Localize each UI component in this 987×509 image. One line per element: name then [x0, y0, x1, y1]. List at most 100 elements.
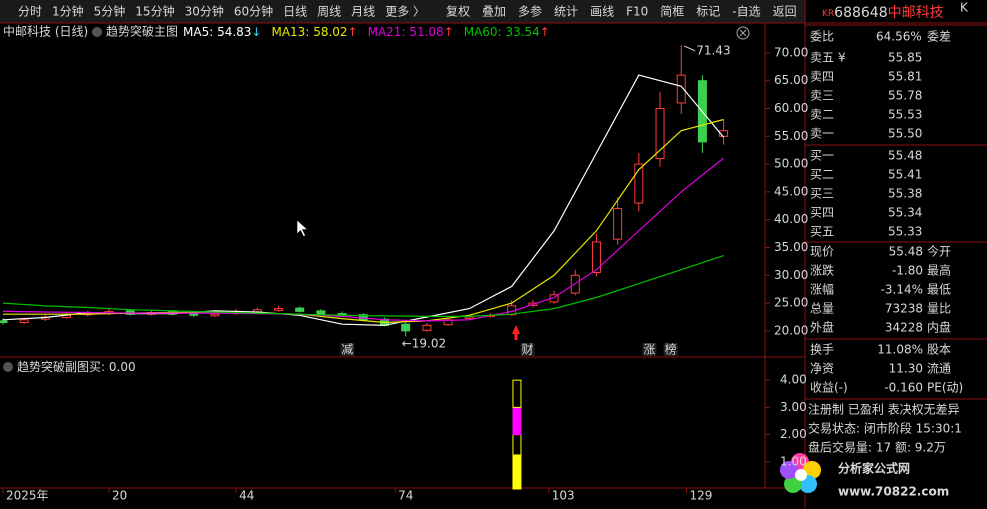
- stat-value: 34228: [885, 321, 923, 335]
- stat-label2: 最高: [927, 263, 951, 278]
- ratio-label: 委比: [810, 30, 834, 44]
- legend-arrow: ↓: [251, 25, 261, 39]
- toolbar-button[interactable]: F10: [626, 5, 648, 19]
- low-value: 19.02: [412, 336, 446, 350]
- stat-label: 收益(-): [810, 381, 848, 395]
- toolbar-button[interactable]: 复权: [446, 5, 470, 19]
- menu-icon: [3, 362, 13, 372]
- stat-label: 外盘: [810, 320, 834, 335]
- toolbar-button[interactable]: 多参: [518, 4, 542, 19]
- candle-body: [655, 108, 665, 160]
- low-arrow: ←: [402, 336, 412, 350]
- legend-sep: :: [209, 25, 217, 39]
- toolbar-button[interactable]: 日线: [283, 5, 307, 19]
- toolbar-button[interactable]: 更多 〉: [385, 5, 425, 19]
- toolbar-button[interactable]: 周线: [317, 5, 341, 19]
- legend-arrow: ↑: [444, 25, 454, 39]
- toolbar-button[interactable]: -自选: [732, 5, 760, 19]
- book-price: 55.78: [888, 89, 922, 103]
- event-badge: [642, 343, 657, 356]
- chart-subtitle: 趋势突破主图: [106, 24, 178, 39]
- event-badge: [663, 343, 678, 356]
- book-label: 卖二: [810, 108, 834, 122]
- book-label: 买四: [810, 206, 834, 220]
- ma-line: [2, 157, 724, 322]
- legend-entry: MA21: 51.08↑: [368, 25, 454, 39]
- event-badge: [520, 343, 535, 356]
- legend-sep: :: [305, 25, 313, 39]
- stat-label2: 量比: [927, 302, 951, 316]
- toolbar-button[interactable]: 画线: [590, 5, 614, 19]
- subchart-title: 趋势突破副图买: 0.00: [17, 359, 136, 374]
- buy-signal-arrow: [512, 325, 520, 340]
- toolbar-button[interactable]: 统计: [554, 5, 578, 19]
- ma-line: [2, 255, 724, 317]
- legend-sep: :: [401, 25, 409, 39]
- close-icon: [739, 29, 747, 37]
- toolbar-button[interactable]: 叠加: [482, 5, 506, 19]
- toolbar-button[interactable]: 5分钟: [94, 4, 126, 19]
- toolbar-button[interactable]: 分时: [18, 5, 42, 19]
- x-tick-label: 20: [112, 489, 127, 503]
- note: 注册制 已盈利 表决权无差异: [808, 402, 960, 417]
- stat-label2: 股本: [927, 343, 951, 357]
- stat-label: 总量: [810, 302, 834, 316]
- candle-body: [422, 324, 432, 331]
- toolbar-button[interactable]: 返回: [773, 5, 797, 19]
- toolbar-button[interactable]: 1分钟: [52, 4, 84, 19]
- code: 688648: [834, 5, 887, 21]
- stat-label2: 流通: [927, 362, 951, 376]
- y-tick-label: 60.00: [774, 101, 808, 115]
- x-tick-label: 44: [239, 489, 254, 503]
- stat-label: 涨幅: [810, 282, 834, 297]
- legend-value: 54.83: [217, 25, 251, 39]
- toolbar-button[interactable]: 15分钟: [135, 4, 174, 19]
- x-tick-label: 74: [398, 489, 413, 503]
- note: 交易状态: 闭市阶段 15:30:1: [808, 421, 962, 436]
- stat-label: 净资: [810, 362, 834, 376]
- legend-arrow: ↑: [348, 25, 358, 39]
- legend-sep: :: [498, 25, 506, 39]
- candle-body: [274, 308, 284, 311]
- ratio-value: 64.56%: [876, 30, 922, 44]
- book-price: 55.85: [888, 51, 922, 65]
- close-button[interactable]: [736, 26, 750, 40]
- toolbar-button[interactable]: 30分钟: [185, 4, 224, 19]
- y-tick-label: 40.00: [774, 212, 808, 226]
- book-unit: ¥: [838, 51, 846, 65]
- event-label: 榜: [665, 342, 677, 357]
- toolbar-button[interactable]: 60分钟: [234, 4, 273, 19]
- legend-name: MA13: [271, 25, 305, 39]
- y-tick-label: 20.00: [774, 323, 808, 337]
- book-price: 55.34: [888, 206, 922, 220]
- indicator-name: 买: [89, 360, 101, 374]
- y-tick-label: 45.00: [774, 184, 808, 198]
- signal-bar: [512, 379, 522, 408]
- stat-label: 现价: [810, 245, 834, 259]
- low-label: ←19.02: [402, 336, 446, 350]
- book-price: 55.41: [888, 168, 922, 182]
- chart-title: 中邮科技 (日线): [3, 24, 88, 39]
- ratio-label2: 委差: [927, 30, 951, 44]
- toolbar-button[interactable]: 标记: [696, 5, 720, 19]
- legend-value: 58.02: [313, 25, 347, 39]
- x-tick-label: 2025年: [6, 489, 49, 503]
- toolbar-button[interactable]: 简框: [660, 5, 684, 19]
- menu-icon: [92, 27, 102, 37]
- watermark-bg: [822, 455, 977, 503]
- y-tick-label: 1.00: [780, 454, 807, 468]
- legend-arrow: ↑: [540, 25, 550, 39]
- event-label: 涨: [643, 342, 655, 357]
- stat-label: 涨跌: [810, 263, 834, 278]
- y-tick-label: 3.00: [780, 400, 807, 414]
- legend-entry: MA60: 33.54↑: [464, 25, 550, 39]
- candle-body: [613, 208, 623, 240]
- candle-body: [316, 310, 326, 315]
- event-label: 财: [522, 343, 534, 357]
- book-label: 卖四: [810, 70, 834, 84]
- toolbar-button[interactable]: 月线: [351, 5, 375, 19]
- stat-label2: 内盘: [927, 320, 951, 335]
- y-tick-label: 35.00: [774, 240, 808, 254]
